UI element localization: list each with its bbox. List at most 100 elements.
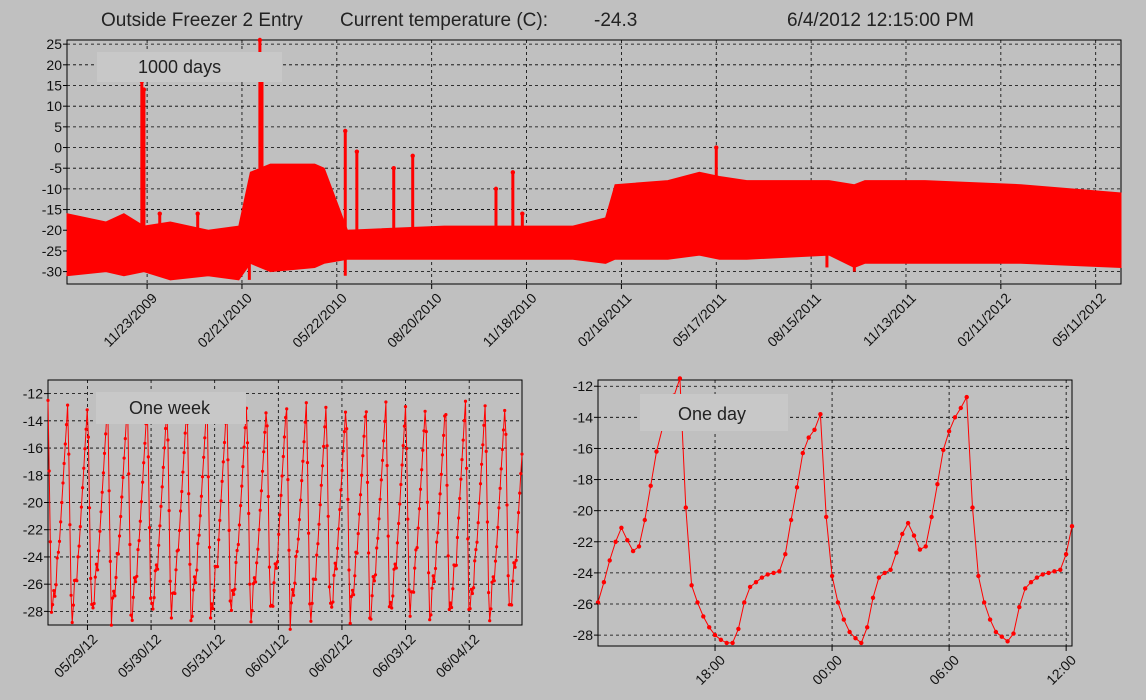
data-point [182, 451, 186, 455]
data-point [301, 459, 305, 463]
data-point [461, 438, 465, 442]
data-point [630, 548, 636, 554]
spike-point [410, 153, 415, 158]
data-point [929, 514, 934, 520]
data-point [363, 415, 367, 419]
data-point [495, 545, 499, 549]
data-point [228, 599, 232, 603]
data-point [240, 484, 244, 488]
data-point [192, 575, 197, 579]
data-point [116, 552, 120, 556]
data-point [309, 619, 313, 623]
data-point [459, 477, 463, 481]
data-point [63, 442, 67, 446]
data-point [433, 566, 438, 571]
data-point [835, 600, 841, 605]
data-point [199, 494, 203, 498]
data-point [104, 432, 108, 436]
data-point [77, 544, 81, 548]
data-point [337, 527, 341, 531]
plot-area [597, 379, 1073, 647]
y-tick-label: -30 [42, 264, 62, 280]
data-point [314, 577, 318, 582]
data-point [122, 456, 126, 460]
data-point [518, 491, 522, 495]
data-point [75, 579, 79, 583]
data-point [180, 489, 184, 494]
data-point [271, 604, 275, 608]
data-point [357, 512, 361, 516]
data-point [369, 617, 373, 621]
x-tick-label: 18:00 [692, 652, 728, 688]
data-point [444, 413, 448, 417]
data-point [515, 530, 520, 534]
data-point [707, 625, 712, 630]
data-point [683, 505, 688, 510]
data-point [251, 582, 255, 586]
data-point [67, 452, 71, 456]
data-point [222, 440, 227, 445]
data-point [123, 437, 127, 441]
data-point [159, 504, 163, 508]
data-point [463, 399, 468, 403]
data-point [325, 444, 329, 448]
data-point [221, 460, 225, 464]
data-point [235, 548, 239, 553]
y-tick-label: -16 [23, 440, 43, 456]
data-point [917, 547, 923, 552]
data-point [465, 466, 469, 470]
data-point [350, 588, 355, 592]
data-point [379, 478, 383, 482]
data-point [882, 570, 887, 576]
data-point [143, 441, 147, 445]
data-point [870, 595, 876, 600]
data-point [166, 438, 170, 442]
data-point [338, 507, 342, 512]
data-point [428, 618, 432, 622]
data-point [519, 472, 523, 476]
y-tick-label: -18 [23, 467, 43, 483]
current-datetime: 6/4/2012 12:15:00 PM [787, 10, 974, 31]
chart-title-box [97, 52, 282, 82]
y-tick-label: 20 [46, 57, 62, 73]
data-point [457, 516, 461, 520]
data-point [200, 475, 205, 479]
data-point [258, 508, 262, 512]
data-point [853, 636, 858, 641]
data-point [265, 424, 269, 428]
data-point [267, 565, 271, 569]
spike-point [852, 228, 857, 233]
data-point [149, 596, 153, 600]
data-point [99, 510, 103, 514]
data-point [288, 627, 292, 631]
data-point [294, 554, 298, 559]
data-point [111, 596, 115, 600]
chart-title: One week [129, 398, 211, 418]
data-point [946, 429, 952, 434]
data-point [497, 506, 501, 510]
data-point [415, 546, 419, 550]
data-point [349, 595, 353, 599]
data-point [970, 505, 975, 510]
data-point [71, 603, 75, 607]
data-point [718, 637, 724, 642]
data-point [282, 435, 286, 439]
data-point [1063, 552, 1069, 557]
spike-point [714, 145, 719, 150]
data-point [146, 455, 150, 459]
y-tick-label: -12 [23, 386, 43, 402]
data-point [367, 551, 371, 555]
y-tick-label: 15 [46, 77, 62, 93]
data-point [1022, 586, 1028, 591]
data-point [78, 525, 82, 529]
data-point [469, 587, 473, 591]
data-point [372, 579, 376, 583]
data-point [923, 544, 928, 549]
y-tick-label: -14 [573, 409, 593, 425]
spike-point [354, 149, 360, 154]
data-point [365, 480, 370, 484]
data-point [49, 610, 54, 614]
data-point [83, 447, 87, 451]
data-point [114, 575, 118, 580]
